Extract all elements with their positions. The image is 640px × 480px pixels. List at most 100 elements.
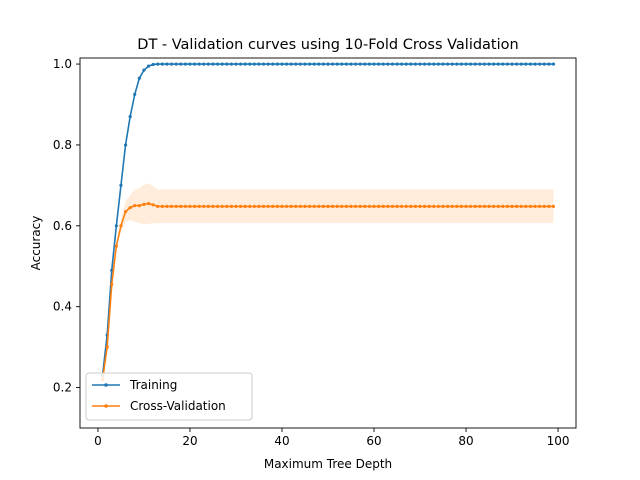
data-point [473,204,477,208]
legend-marker-1 [104,404,108,408]
data-point [390,204,395,208]
data-point [261,204,266,208]
y-tick-label: 0.2 [53,381,72,395]
data-point [174,62,178,66]
data-point [326,204,330,208]
data-point [427,62,431,66]
data-point [257,204,261,208]
data-point [160,62,164,66]
data-point [133,92,137,96]
data-point [331,62,335,66]
data-point [206,62,210,66]
data-point [303,62,307,66]
data-point [298,204,302,208]
data-point [261,62,266,66]
legend: Training Cross-Validation [85,372,253,421]
data-point [455,204,459,208]
data-point [289,62,293,66]
data-point [225,62,229,66]
data-point [142,202,146,206]
data-point [321,204,325,208]
data-point [367,62,372,66]
data-point [197,204,201,208]
data-point [418,204,422,208]
data-point [114,244,118,248]
data-point [367,204,372,208]
data-point [192,62,197,66]
data-point [441,204,445,208]
x-tick-label: 100 [547,434,570,448]
data-point [363,204,367,208]
data-point [225,204,229,208]
data-point [335,204,339,208]
x-tick-label: 0 [94,434,102,448]
y-tick-label: 0.8 [53,138,72,152]
data-point [464,204,468,208]
legend-label-1: Cross-Validation [130,399,226,413]
data-point [192,204,197,208]
data-point [344,62,348,66]
data-point [400,204,404,208]
data-point [459,62,464,66]
data-point [220,62,224,66]
data-point [519,62,523,66]
data-point [542,62,546,66]
data-point [363,62,367,66]
x-tick-label: 60 [366,434,381,448]
data-point [492,62,496,66]
x-tick-label: 40 [274,434,289,448]
data-point [128,115,132,119]
data-point [459,204,464,208]
data-point [137,204,141,208]
data-point [409,62,413,66]
data-point [123,210,128,214]
data-point [450,62,454,66]
data-point [312,62,316,66]
data-point [188,62,192,66]
data-point [137,76,141,80]
plot-area [100,62,556,382]
data-point [183,62,187,66]
data-point [229,204,233,208]
data-point [188,204,192,208]
data-point [266,62,270,66]
data-point [515,204,519,208]
data-point [423,62,427,66]
data-point [413,62,418,66]
data-point [528,204,533,208]
data-point [455,62,459,66]
data-point [165,62,169,66]
data-point [252,204,256,208]
data-point [308,62,312,66]
data-point [413,204,418,208]
data-point [238,62,243,66]
data-point [386,62,390,66]
data-point [390,62,395,66]
data-point [248,62,252,66]
data-point [372,204,376,208]
data-point [179,62,183,66]
data-point [358,62,362,66]
data-point [202,204,206,208]
data-point [487,204,491,208]
legend-marker-0 [104,383,108,387]
data-point [482,204,487,208]
data-point [271,62,275,66]
legend-box [85,372,253,421]
data-point [280,62,284,66]
data-point [174,204,178,208]
data-point [133,204,137,208]
data-point [344,204,348,208]
data-point [317,204,321,208]
data-point [146,64,151,68]
axes: 0 20 40 60 80 100 0.2 0.4 0.6 0.8 1.0 [53,57,577,448]
data-point [238,204,243,208]
series-line-1 [101,202,554,380]
data-point [335,62,339,66]
data-point [551,204,556,208]
data-point [505,62,510,66]
data-point [215,204,220,208]
data-point [547,204,551,208]
chart-title: DT - Validation curves using 10-Fold Cro… [137,37,518,53]
